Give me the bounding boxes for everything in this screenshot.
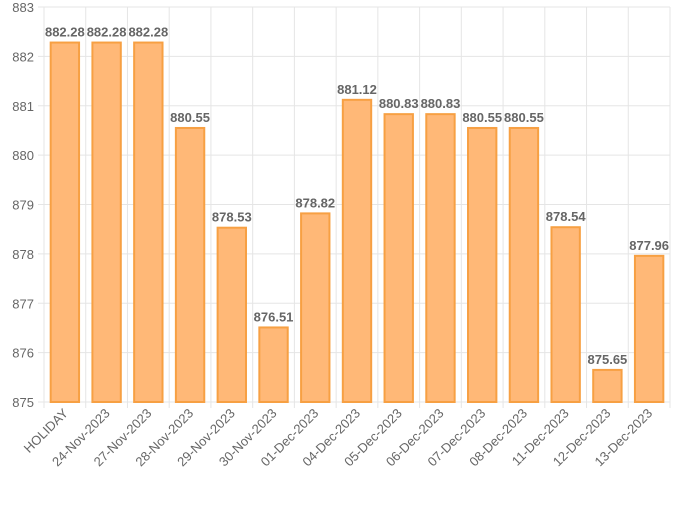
value-label: 878.82 — [295, 195, 335, 210]
bar — [383, 113, 414, 404]
bar — [49, 41, 81, 404]
bar — [91, 41, 122, 404]
value-label: 882.28 — [128, 25, 168, 40]
value-label: 878.53 — [212, 210, 252, 225]
y-tick-label: 883 — [12, 0, 34, 15]
bar — [467, 126, 498, 403]
bar — [633, 254, 665, 403]
value-label: 880.55 — [504, 110, 544, 125]
bar — [133, 41, 164, 404]
bar — [341, 98, 373, 403]
value-label: 875.65 — [588, 352, 628, 367]
bar — [174, 126, 206, 403]
value-label: 882.28 — [45, 25, 85, 40]
value-label: 877.96 — [629, 238, 669, 253]
value-label: 881.12 — [337, 82, 377, 97]
y-tick-label: 878 — [12, 247, 34, 262]
y-tick-label: 875 — [12, 395, 34, 410]
bar — [300, 212, 331, 403]
value-label: 882.28 — [87, 25, 127, 40]
value-label: 878.54 — [546, 209, 587, 224]
y-tick-label: 881 — [12, 99, 34, 114]
y-tick-label: 880 — [12, 148, 34, 163]
bar — [592, 368, 623, 403]
bar — [508, 126, 540, 403]
y-tick-label: 877 — [12, 296, 34, 311]
bar — [216, 226, 247, 403]
bar — [258, 326, 289, 404]
y-tick-label: 879 — [12, 198, 34, 213]
value-label: 880.83 — [421, 96, 461, 111]
value-label: 876.51 — [254, 309, 294, 324]
value-label: 880.83 — [379, 96, 419, 111]
value-label: 880.55 — [170, 110, 210, 125]
bar — [425, 113, 456, 404]
y-tick-label: 876 — [12, 346, 34, 361]
bar — [550, 226, 581, 403]
value-label: 880.55 — [462, 110, 502, 125]
y-tick-label: 882 — [12, 49, 34, 64]
